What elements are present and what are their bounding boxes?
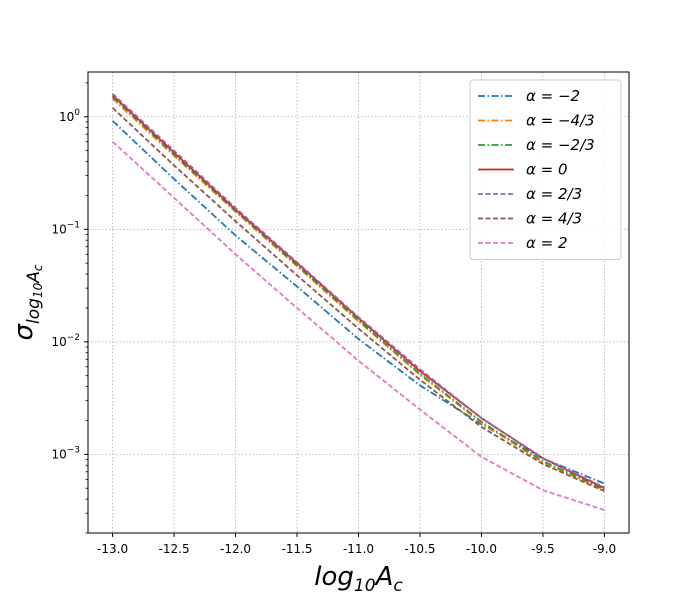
- y-axis-label: σlog10Ac: [9, 264, 45, 340]
- series-line-3: [111, 96, 605, 491]
- x-tick-label: -11.5: [281, 542, 312, 556]
- legend-box: [469, 79, 622, 260]
- x-tick-label: -13.0: [97, 542, 128, 556]
- y-axis-ticks: 10−3 10−2 10−1 100: [51, 82, 88, 534]
- legend-label-6: α = 4/3: [526, 210, 582, 228]
- x-tick-label: -11.0: [343, 542, 374, 556]
- legend-items: α = −2 α = −4/3 α = −2/3 α = 0 α = 2/3 α = 4/…: [478, 87, 595, 252]
- x-tick-label: -12.0: [220, 542, 251, 556]
- series-lines: [111, 93, 605, 511]
- legend-label-5: α = 2/3: [526, 185, 582, 203]
- y-tick-label: 100: [59, 108, 80, 124]
- grid-lines: [88, 72, 629, 533]
- legend-label-3: α = −2/3: [526, 136, 595, 154]
- series-line-6: [111, 107, 605, 493]
- series-line-1: [111, 120, 605, 485]
- legend: α = −2 α = −4/3 α = −2/3 α = 0 α = 2/3 α = 4/…: [469, 79, 622, 260]
- y-tick-label: 10−1: [51, 220, 80, 236]
- legend-label-7: α = 2: [526, 234, 568, 252]
- legend-label-2: α = −4/3: [526, 112, 595, 130]
- x-axis-label: log10Ac: [314, 562, 403, 596]
- x-tick-label: -10.0: [466, 542, 497, 556]
- series-line-5: [111, 93, 605, 489]
- x-tick-label: -10.5: [404, 542, 435, 556]
- y-tick-label: 10−3: [51, 445, 80, 461]
- legend-label-1: α = −2: [526, 87, 580, 105]
- y-tick-label: 10−2: [51, 333, 80, 349]
- x-tick-label: -9.0: [593, 542, 616, 556]
- x-tick-label: -9.5: [531, 542, 554, 556]
- x-axis-ticks: -13.0 -12.5 -12.0 -11.5 -11.0 -10.5 -10.0 -9.5 -…: [97, 533, 616, 556]
- legend-label-4: α = 0: [526, 161, 568, 179]
- x-tick-label: -12.5: [159, 542, 190, 556]
